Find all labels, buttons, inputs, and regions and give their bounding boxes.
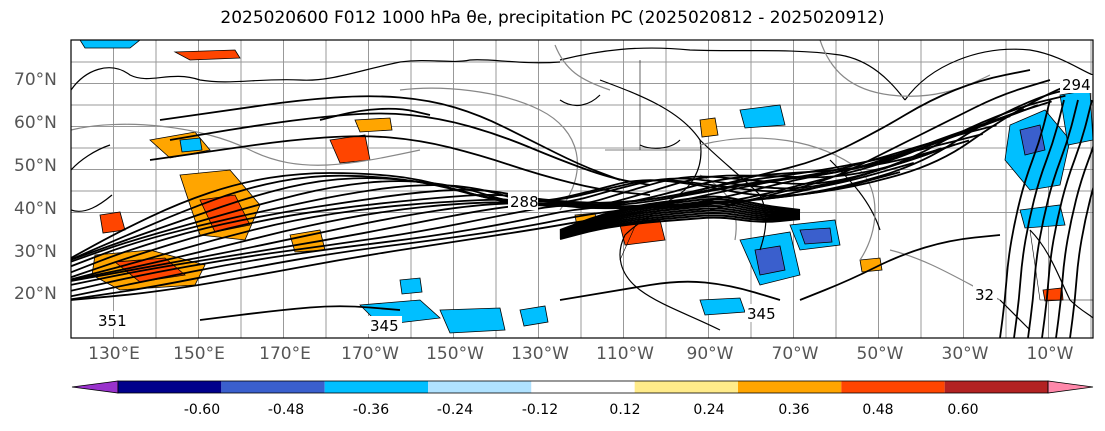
theta-e-contour xyxy=(169,112,651,186)
lat-tick-50: 50°N xyxy=(14,156,57,176)
theta-e-contour xyxy=(71,171,901,259)
colorbar-label-2: -0.48 xyxy=(267,402,305,418)
colorbar-segment xyxy=(841,381,945,393)
lon-tick-70w: 70°W xyxy=(771,344,819,364)
lat-tick-60: 60°N xyxy=(14,113,57,133)
colorbar-segment xyxy=(634,381,738,393)
contour-label-288: 288 xyxy=(510,193,539,211)
contour-label-345-a: 345 xyxy=(370,317,399,335)
theta-e-contour xyxy=(559,207,800,236)
colorbar-label-1: -0.60 xyxy=(183,402,221,418)
theta-e-contour xyxy=(199,305,401,321)
lon-tick-130e: 130°E xyxy=(88,344,140,364)
theta-e-contour xyxy=(559,209,801,237)
theta-e-contour xyxy=(559,195,801,231)
lon-tick-170e: 170°E xyxy=(259,344,311,364)
contour-label-345-b: 345 xyxy=(747,305,776,323)
colorbar-label-7: 0.24 xyxy=(693,402,725,418)
lon-tick-30w: 30°W xyxy=(941,344,989,364)
theta-e-contour xyxy=(159,95,621,181)
contour-label-294: 294 xyxy=(1062,76,1091,94)
contour-label-32: 32 xyxy=(975,286,994,304)
theta-e-contour xyxy=(1013,99,1065,338)
lat-tick-70: 70°N xyxy=(14,70,57,90)
colorbar-label-4: -0.24 xyxy=(436,402,474,418)
lat-tick-40: 40°N xyxy=(14,199,57,219)
colorbar-label-9: 0.48 xyxy=(862,402,894,418)
lon-tick-170w: 170°W xyxy=(341,344,399,364)
colorbar-label-6: 0.12 xyxy=(609,402,641,418)
lat-tick-20: 20°N xyxy=(14,284,57,304)
colorbar-label-10: 0.60 xyxy=(947,402,979,418)
theta-e-contour xyxy=(559,198,801,232)
theta-e-contour xyxy=(1055,144,1093,338)
theta-e-contour xyxy=(559,216,801,240)
lon-tick-150w: 150°W xyxy=(426,344,484,364)
colorbar-segment xyxy=(428,381,532,393)
colorbar-segment xyxy=(118,381,222,393)
theta-e-contour xyxy=(559,202,801,234)
contour-label-351: 351 xyxy=(98,312,127,330)
colorbar-frame xyxy=(117,380,1049,394)
colorbar-label-3: -0.36 xyxy=(352,402,390,418)
lon-tick-130w: 130°W xyxy=(511,344,569,364)
contour-labels: 288 345 351 345 32 294 xyxy=(96,75,1093,335)
colorbar-segment xyxy=(944,381,1048,393)
theta-e-contour xyxy=(799,234,1001,301)
theta-e-contour xyxy=(71,86,1080,301)
lon-tick-90w: 90°W xyxy=(686,344,734,364)
theta-e-contour xyxy=(559,205,801,235)
theta-e-contour xyxy=(1041,99,1093,338)
theta-e-contour xyxy=(559,200,801,233)
theta-e-contour xyxy=(559,212,801,238)
colorbar-extend-high xyxy=(1047,380,1094,394)
colorbar-segment xyxy=(531,381,635,393)
map-title: 2025020600 F012 1000 hPa θe, precipitati… xyxy=(220,8,885,28)
colorbar-label-5: -0.12 xyxy=(521,402,559,418)
lon-tick-10w: 10°W xyxy=(1026,344,1074,364)
theta-e-contour xyxy=(999,99,1051,338)
theta-e-contour xyxy=(559,214,801,239)
colorbar-segment xyxy=(221,381,325,393)
precip-negative-patches xyxy=(79,40,1093,334)
colorbar-segment xyxy=(324,381,428,393)
colorbar-label-8: 0.36 xyxy=(778,402,810,418)
lon-tick-150e: 150°E xyxy=(173,344,225,364)
map-frame xyxy=(70,39,1094,339)
theta-e-contour xyxy=(71,147,942,263)
theta-e-contour xyxy=(699,69,1031,191)
theta-e-contour xyxy=(1069,185,1093,338)
theta-e-contour xyxy=(149,135,651,196)
theta-e-contour xyxy=(71,143,956,268)
colorbar xyxy=(71,380,1094,394)
lon-tick-50w: 50°W xyxy=(856,344,904,364)
theta-e-contour xyxy=(319,107,431,121)
theta-e-contour xyxy=(559,280,781,301)
colorbar-extend-low xyxy=(71,380,119,394)
lat-tick-30: 30°N xyxy=(14,242,57,262)
lon-tick-110w: 110°W xyxy=(596,344,654,364)
colorbar-segment xyxy=(738,381,842,393)
theta-e-contour xyxy=(1027,99,1079,338)
